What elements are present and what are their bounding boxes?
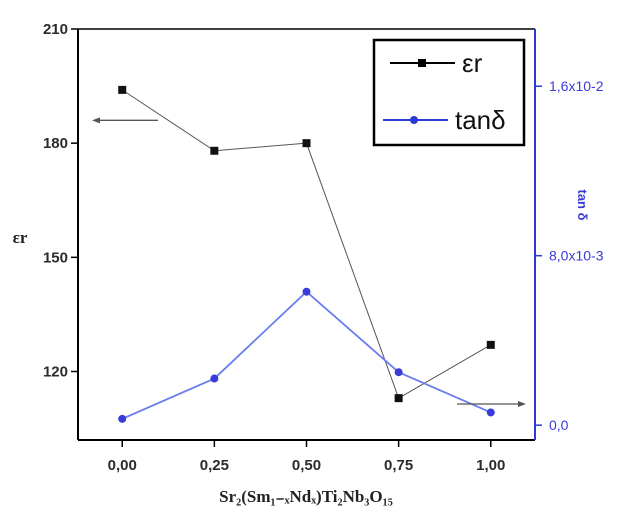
legend-label-er: εr [462, 48, 483, 78]
legend: εr tanδ [372, 38, 526, 147]
x-axis-title: Sr₂(Sm₁₋ₓNdₓ)Ti₂Nb₃O₁₅ [219, 487, 393, 506]
right-tick-label: 0,0 [549, 417, 569, 433]
right-axis-title: tan δ [575, 190, 590, 221]
legend-marker-tand [410, 116, 418, 124]
legend-marker-er [418, 59, 426, 67]
legend-label-tand: tanδ [455, 105, 506, 135]
left-tick-label: 120 [43, 364, 68, 381]
left-tick-label: 150 [43, 249, 68, 266]
left-arrowhead [92, 117, 100, 124]
x-ticks: 0,00 0,25 0,50 0,75 1,00 [108, 440, 505, 474]
tand-data-point [394, 368, 403, 377]
er-data-point [394, 394, 403, 403]
tand-series-line [121, 290, 492, 420]
left-axis-title: εr [13, 228, 28, 247]
x-tick-label: 1,00 [476, 457, 505, 474]
er-data-point [302, 139, 311, 148]
tand-data-point [486, 408, 495, 417]
tand-data-point [302, 287, 311, 296]
left-tick-label: 180 [43, 135, 68, 152]
tand-data-point [210, 374, 219, 383]
er-data-point [210, 146, 219, 155]
er-data-point [486, 340, 495, 349]
right-arrowhead [518, 400, 526, 407]
annotation-layer [92, 117, 526, 407]
x-tick-label: 0,00 [108, 457, 137, 474]
right-ticks: 0,0 8,0x10-3 1,6x10-2 [535, 78, 604, 433]
er-data-point [118, 85, 127, 94]
x-tick-label: 0,75 [384, 457, 413, 474]
x-tick-label: 0,25 [200, 457, 229, 474]
right-tick-label: 8,0x10-3 [549, 248, 604, 264]
series-layer [118, 85, 495, 423]
left-ticks: 120 150 180 210 [43, 21, 78, 381]
x-tick-label: 0,50 [292, 457, 321, 474]
left-tick-label: 210 [43, 21, 68, 38]
tand-data-point [118, 414, 127, 423]
right-tick-label: 1,6x10-2 [549, 78, 604, 94]
legend-box [372, 38, 526, 147]
